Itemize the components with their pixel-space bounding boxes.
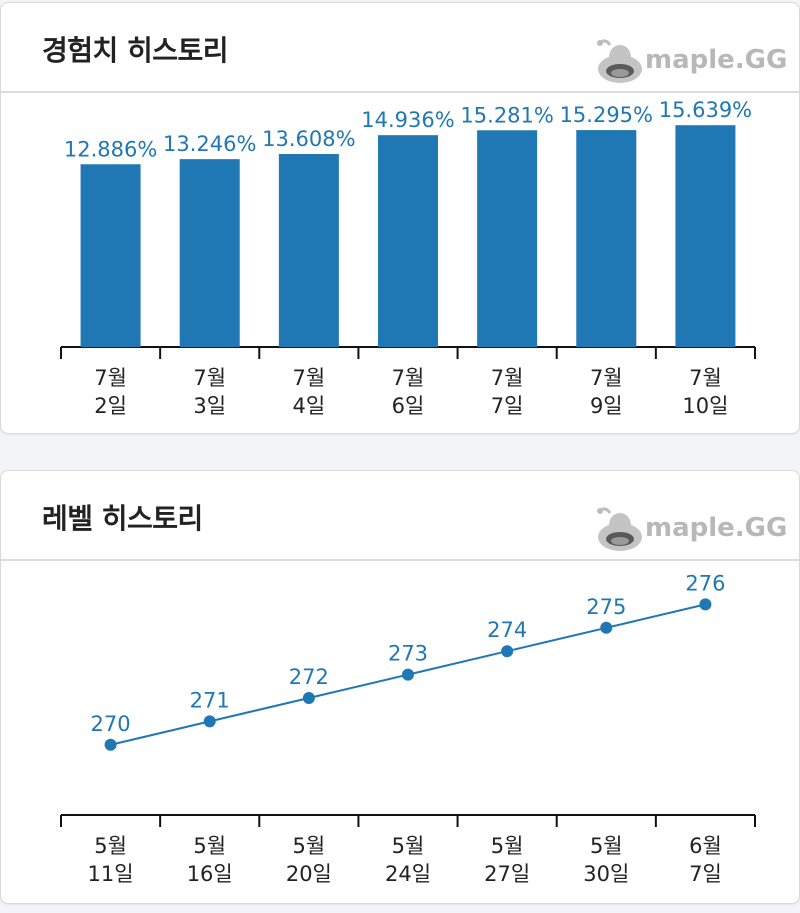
x-tick-label: 5월 xyxy=(590,834,623,858)
bar-value-label: 14.936% xyxy=(361,108,454,132)
data-point xyxy=(104,738,117,751)
data-point xyxy=(600,621,613,634)
x-tick-label: 30일 xyxy=(583,862,629,886)
x-tick-label: 5월 xyxy=(392,834,425,858)
point-value-label: 273 xyxy=(388,642,428,666)
exp-bar-chart: 7월 2일 7월 3일 7월 4일 7월 6일 7월 7일 7월 9일 7월 10일 12.886% 13.2… xyxy=(60,98,756,418)
x-tick-label: 5월 xyxy=(491,834,524,858)
x-tick-label: 7월 xyxy=(590,366,623,390)
level-history-header: 레벨 히스토리 maple.GG xyxy=(1,471,799,561)
x-tick-label: 16일 xyxy=(187,862,233,886)
exp-history-card: 경험치 히스토리 maple.GG 7월 2일 7월 3일 7월 4일 7월 6일 7월 7일 7월… xyxy=(0,2,800,434)
x-tick-label: 27일 xyxy=(484,862,530,886)
brand-text: maple.GG xyxy=(645,45,788,75)
point-value-label: 275 xyxy=(586,595,626,619)
level-history-card: 레벨 히스토리 maple.GG 5월 11일 5월 16일 5월 20일 5월 24일 5월 2… xyxy=(0,470,800,904)
bar-value-label: 15.281% xyxy=(460,103,553,127)
bar-value-label: 13.608% xyxy=(262,127,355,151)
bar-value-label: 12.886% xyxy=(64,137,157,161)
x-tick-label: 7월 xyxy=(293,366,326,390)
bar xyxy=(576,130,637,347)
x-tick-label: 10일 xyxy=(682,394,728,418)
x-tick-label: 24일 xyxy=(385,862,431,886)
point-value-label: 271 xyxy=(190,688,230,712)
bar xyxy=(477,130,538,347)
x-tick-label: 7월 xyxy=(94,366,127,390)
x-tick-label: 7일 xyxy=(689,862,722,886)
x-tick-label: 7일 xyxy=(491,394,524,418)
x-tick-label: 4일 xyxy=(293,394,326,418)
bar-value-label: 15.295% xyxy=(560,103,653,127)
level-line-chart: 5월 11일 5월 16일 5월 20일 5월 24일 5월 27일 5월 30일 6월 7일 270 271… xyxy=(60,571,756,886)
x-tick-label: 7월 xyxy=(193,366,226,390)
point-value-label: 272 xyxy=(289,665,329,689)
point-value-label: 274 xyxy=(487,618,527,642)
maple-mascot-icon xyxy=(597,39,642,83)
x-tick-label: 2일 xyxy=(94,394,127,418)
x-tick-label: 11일 xyxy=(88,862,134,886)
x-tick-label: 7월 xyxy=(689,366,722,390)
maple-gg-logo[interactable]: maple.GG xyxy=(595,35,791,85)
data-point xyxy=(402,668,414,681)
data-point xyxy=(699,598,712,611)
x-tick-label: 7월 xyxy=(392,366,425,390)
x-tick-label: 6월 xyxy=(689,834,722,858)
brand-text: maple.GG xyxy=(645,513,788,543)
bar-value-label: 13.246% xyxy=(163,132,256,156)
point-value-label: 276 xyxy=(685,571,725,595)
bar-value-label: 15.639% xyxy=(659,98,752,122)
bar xyxy=(80,164,141,347)
level-history-title: 레벨 히스토리 xyxy=(42,502,203,535)
data-point xyxy=(203,715,216,728)
x-tick-label: 3일 xyxy=(193,394,226,418)
x-tick-label: 9일 xyxy=(590,394,623,418)
maple-mascot-icon xyxy=(597,507,642,551)
bar xyxy=(675,125,736,347)
bar xyxy=(378,135,438,347)
x-tick-label: 20일 xyxy=(286,862,332,886)
bar xyxy=(278,154,339,347)
x-tick-label: 5월 xyxy=(193,834,226,858)
x-tick-label: 6일 xyxy=(392,394,425,418)
exp-history-header: 경험치 히스토리 maple.GG xyxy=(1,3,799,93)
x-tick-label: 7월 xyxy=(491,366,524,390)
exp-history-title: 경험치 히스토리 xyxy=(42,34,229,67)
x-tick-label: 5월 xyxy=(293,834,326,858)
x-tick-label: 5월 xyxy=(94,834,127,858)
data-point xyxy=(501,645,514,658)
maple-gg-logo[interactable]: maple.GG xyxy=(595,503,791,553)
point-value-label: 270 xyxy=(91,712,131,736)
data-point xyxy=(302,692,315,704)
bar xyxy=(179,159,240,347)
